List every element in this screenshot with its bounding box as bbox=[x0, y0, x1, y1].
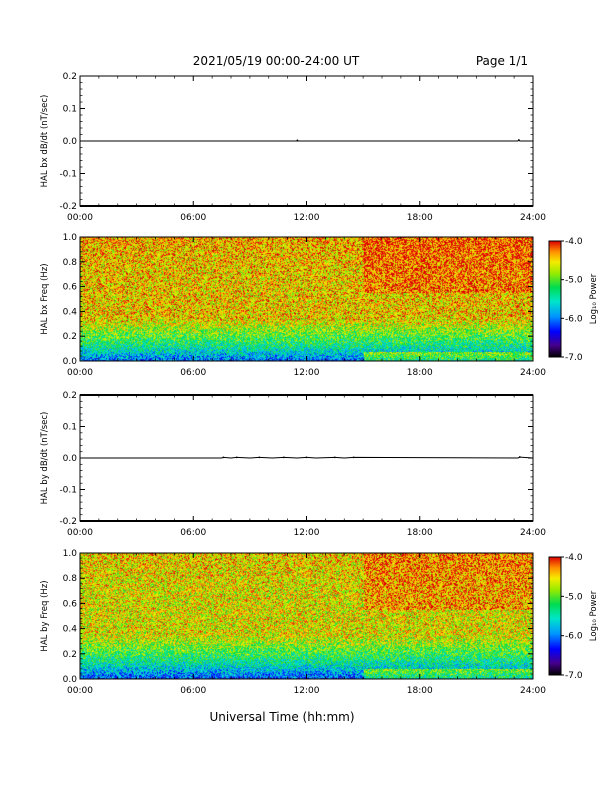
x-tick-label: 18:00 bbox=[407, 686, 433, 696]
data-point bbox=[282, 456, 285, 459]
colorbar-tick-label: -6.0 bbox=[565, 632, 583, 642]
x-tick-label: 18:00 bbox=[407, 368, 433, 378]
spectrogram-panel: 00:00 06:00 12:00 18:00 24:00 1.0 0.8 0.6 0.4 0.2… bbox=[40, 549, 599, 696]
y-tick-label: -0.2 bbox=[59, 517, 77, 527]
data-point bbox=[235, 456, 238, 459]
data-point bbox=[352, 456, 355, 459]
y-tick-label: 1.0 bbox=[63, 549, 78, 559]
x-tick-label: 06:00 bbox=[180, 686, 206, 696]
y-tick-label: 0.6 bbox=[63, 283, 78, 293]
colorbar bbox=[548, 556, 562, 676]
data-point bbox=[517, 139, 520, 141]
line-panel: 00:00 06:00 12:00 18:00 24:00 0.2 0.1 0.0 -0.1 -0… bbox=[40, 72, 546, 223]
x-tick-label: 24:00 bbox=[520, 686, 546, 696]
y-tick-label: 0.2 bbox=[63, 391, 77, 401]
x-tick-label: 24:00 bbox=[520, 213, 546, 223]
y-tick-label: 0.0 bbox=[63, 357, 78, 367]
x-tick-label: 18:00 bbox=[407, 528, 433, 538]
data-point bbox=[333, 456, 336, 459]
spectrogram-image bbox=[80, 553, 533, 679]
x-tick-label: 24:00 bbox=[520, 368, 546, 378]
x-axis-title: Universal Time (hh:mm) bbox=[209, 710, 354, 724]
x-tick-label: 18:00 bbox=[407, 213, 433, 223]
x-tick-label: 00:00 bbox=[67, 368, 93, 378]
colorbar-label: Log₁₀ Power bbox=[589, 273, 599, 324]
colorbar bbox=[548, 240, 562, 358]
data-point bbox=[518, 456, 521, 458]
x-tick-label: 06:00 bbox=[180, 528, 206, 538]
y-tick-label: 0.8 bbox=[63, 258, 78, 268]
y-tick-label: 0.0 bbox=[63, 137, 78, 147]
y-tick-label: 1.0 bbox=[63, 233, 78, 243]
x-tick-label: 12:00 bbox=[294, 686, 320, 696]
data-point bbox=[258, 456, 261, 459]
colorbar-tick-label: -7.0 bbox=[565, 353, 583, 363]
colorbar-tick-label: -4.0 bbox=[565, 553, 583, 563]
colorbar-tick-label: -7.0 bbox=[565, 671, 583, 681]
spectrogram-panel: 00:00 06:00 12:00 18:00 24:00 1.0 0.8 0.6 0.4 0.2… bbox=[40, 233, 599, 378]
colorbar-tick-label: -5.0 bbox=[565, 592, 583, 602]
line-panel: 00:00 06:00 12:00 18:00 24:00 0.2 0.1 0.0 -0.1 -0… bbox=[40, 391, 546, 538]
y-tick-label: 0.1 bbox=[63, 105, 77, 115]
spectrogram-canvas bbox=[80, 553, 533, 679]
spectrogram-canvas bbox=[80, 237, 533, 361]
y-axis-label: HAL by dB/dt (nT/sec) bbox=[40, 412, 50, 505]
colorbar-tick-label: -5.0 bbox=[565, 276, 583, 286]
y-tick-label: 0.6 bbox=[63, 599, 78, 609]
y-tick-label: 0.4 bbox=[63, 307, 78, 317]
y-axis-label: HAL bx Freq (Hz) bbox=[40, 263, 50, 334]
colorbar-tick-label: -6.0 bbox=[565, 314, 583, 324]
y-tick-label: 0.1 bbox=[63, 423, 77, 433]
y-tick-label: -0.2 bbox=[59, 202, 77, 212]
colorbar-label: Log₁₀ Power bbox=[589, 590, 599, 641]
series-line bbox=[80, 456, 534, 459]
data-point bbox=[296, 139, 299, 142]
y-tick-label: 0.2 bbox=[63, 332, 77, 342]
figure-title: 2021/05/19 00:00-24:00 UT bbox=[193, 54, 360, 68]
x-tick-label: 12:00 bbox=[294, 213, 320, 223]
y-axis-label: HAL by Freq (Hz) bbox=[40, 580, 50, 651]
panels: 00:00 06:00 12:00 18:00 24:00 0.2 0.1 0.0 -0.1 -0… bbox=[40, 72, 599, 696]
x-tick-label: 00:00 bbox=[67, 528, 93, 538]
y-tick-label: 0.0 bbox=[63, 675, 78, 685]
y-tick-label: 0.8 bbox=[63, 574, 78, 584]
x-tick-label: 00:00 bbox=[67, 213, 93, 223]
y-tick-label: 0.0 bbox=[63, 454, 78, 464]
colorbar-tick-label: -4.0 bbox=[565, 237, 583, 247]
x-tick-label: 06:00 bbox=[180, 213, 206, 223]
x-tick-label: 12:00 bbox=[294, 528, 320, 538]
data-point bbox=[305, 456, 308, 459]
y-tick-label: 0.2 bbox=[63, 650, 77, 660]
y-tick-label: -0.1 bbox=[59, 486, 77, 496]
y-axis-label: HAL bx dB/dt (nT/sec) bbox=[40, 95, 50, 188]
y-tick-label: 0.2 bbox=[63, 72, 77, 82]
x-tick-label: 06:00 bbox=[180, 368, 206, 378]
y-tick-label: 0.4 bbox=[63, 625, 78, 635]
x-tick-label: 24:00 bbox=[520, 528, 546, 538]
page-indicator: Page 1/1 bbox=[476, 54, 528, 68]
spectrogram-image bbox=[80, 237, 533, 361]
x-tick-label: 12:00 bbox=[294, 368, 320, 378]
y-tick-label: -0.1 bbox=[59, 170, 77, 180]
data-point bbox=[222, 456, 225, 459]
series-line bbox=[80, 139, 533, 142]
x-tick-label: 00:00 bbox=[67, 686, 93, 696]
